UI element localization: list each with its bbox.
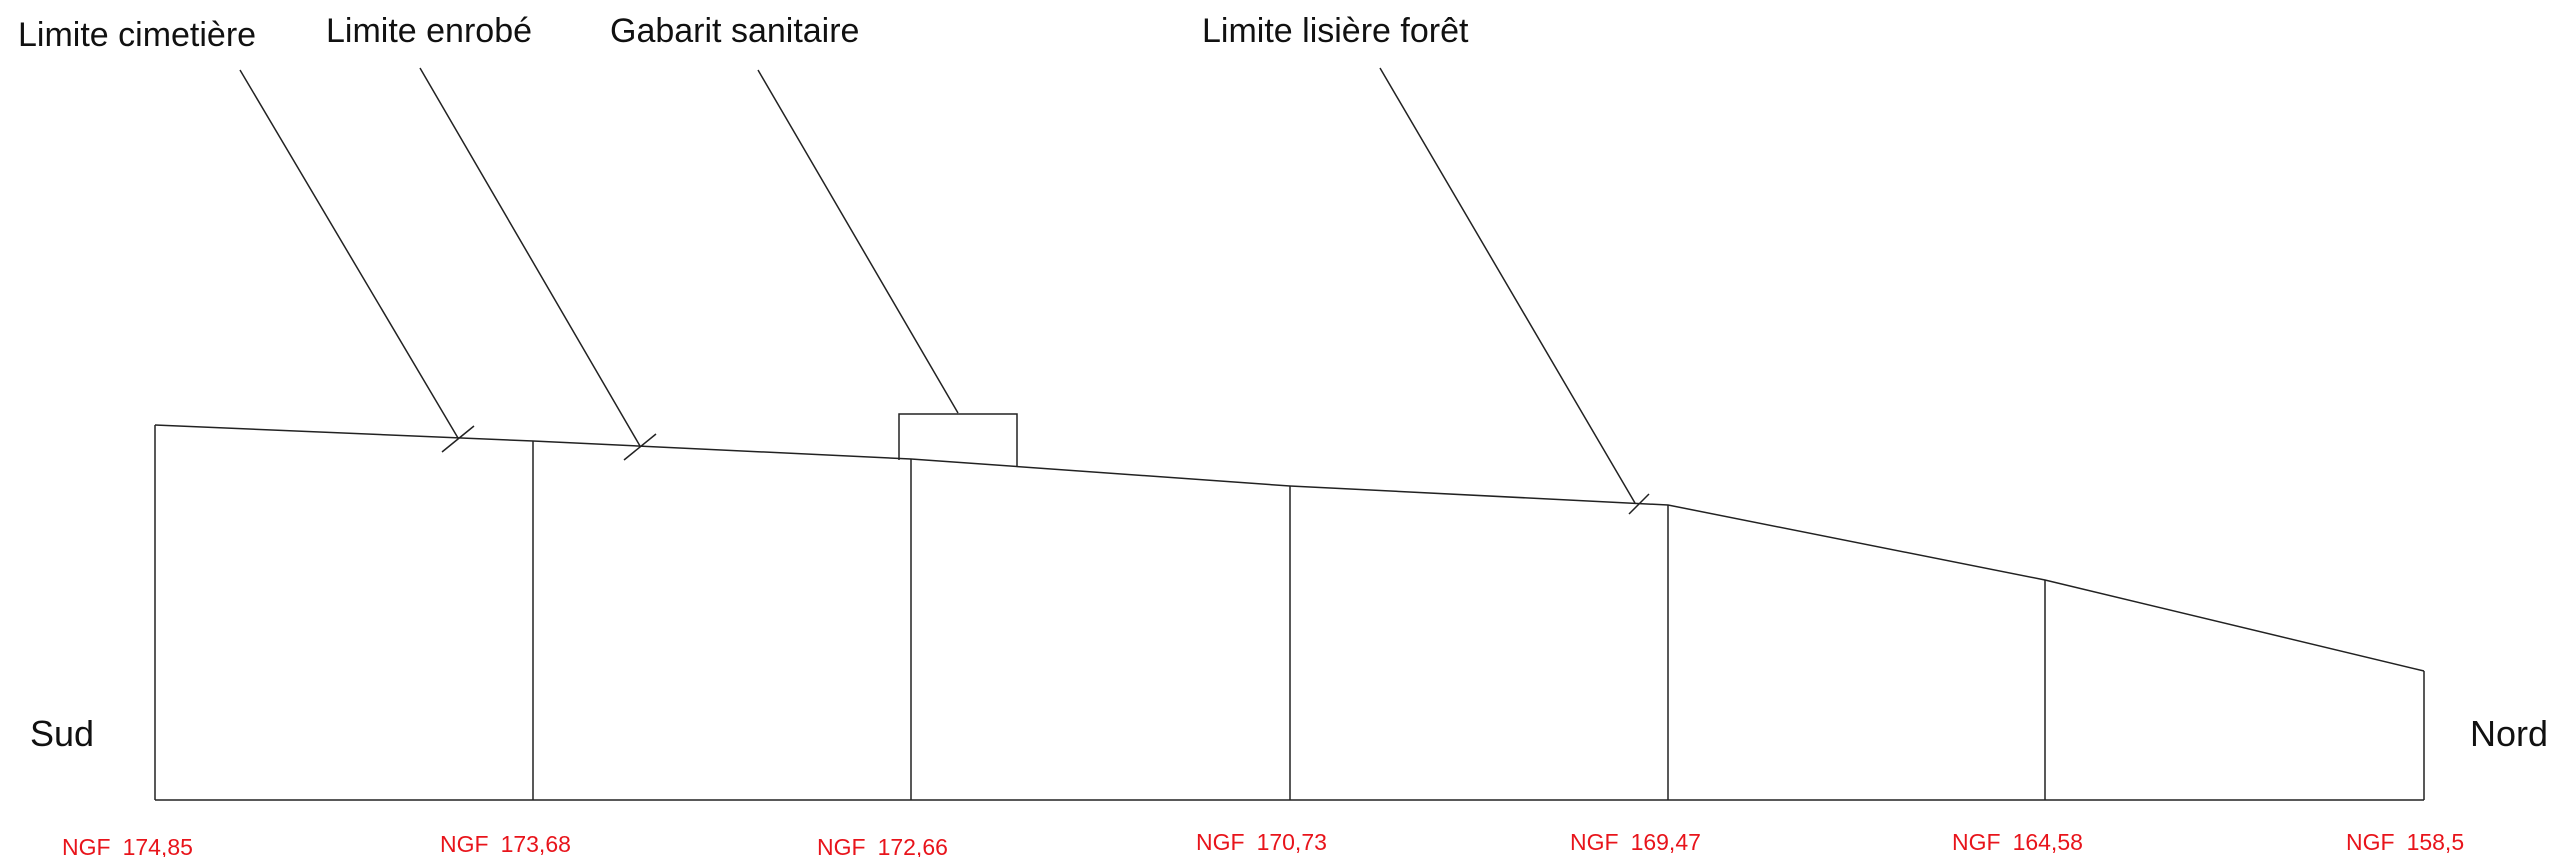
sanitary-gauge-box [898, 413, 1018, 467]
elevation-label-3: NGF 172,66 [817, 834, 948, 857]
leader-line-foret [1379, 67, 1636, 504]
elevation-label-4: NGF 170,73 [1196, 829, 1327, 855]
tick-mark-enrobe [623, 433, 657, 461]
elevation-label-2: NGF 173,68 [440, 831, 571, 857]
elevation-label-6: NGF 164,58 [1952, 829, 2083, 855]
label-limite-enrobe: Limite enrobé [326, 12, 532, 50]
elevation-label-5: NGF 169,47 [1570, 829, 1701, 855]
leader-line-sanitaire [757, 69, 959, 414]
tick-mark-cimetiere [441, 425, 475, 453]
direction-north-label: Nord [2470, 713, 2548, 754]
leader-line-enrobe [419, 67, 641, 447]
elevation-label-7: NGF 158,5 [2346, 829, 2464, 855]
leader-line-cimetiere [239, 69, 459, 439]
label-limite-cimetiere: Limite cimetière [18, 16, 256, 54]
direction-south-label: Sud [30, 713, 94, 754]
elevation-label-1: NGF 174,85 [62, 834, 193, 857]
label-gabarit-sanitaire: Gabarit sanitaire [610, 12, 859, 50]
label-limite-lisiere-foret: Limite lisière forêt [1202, 12, 1469, 50]
